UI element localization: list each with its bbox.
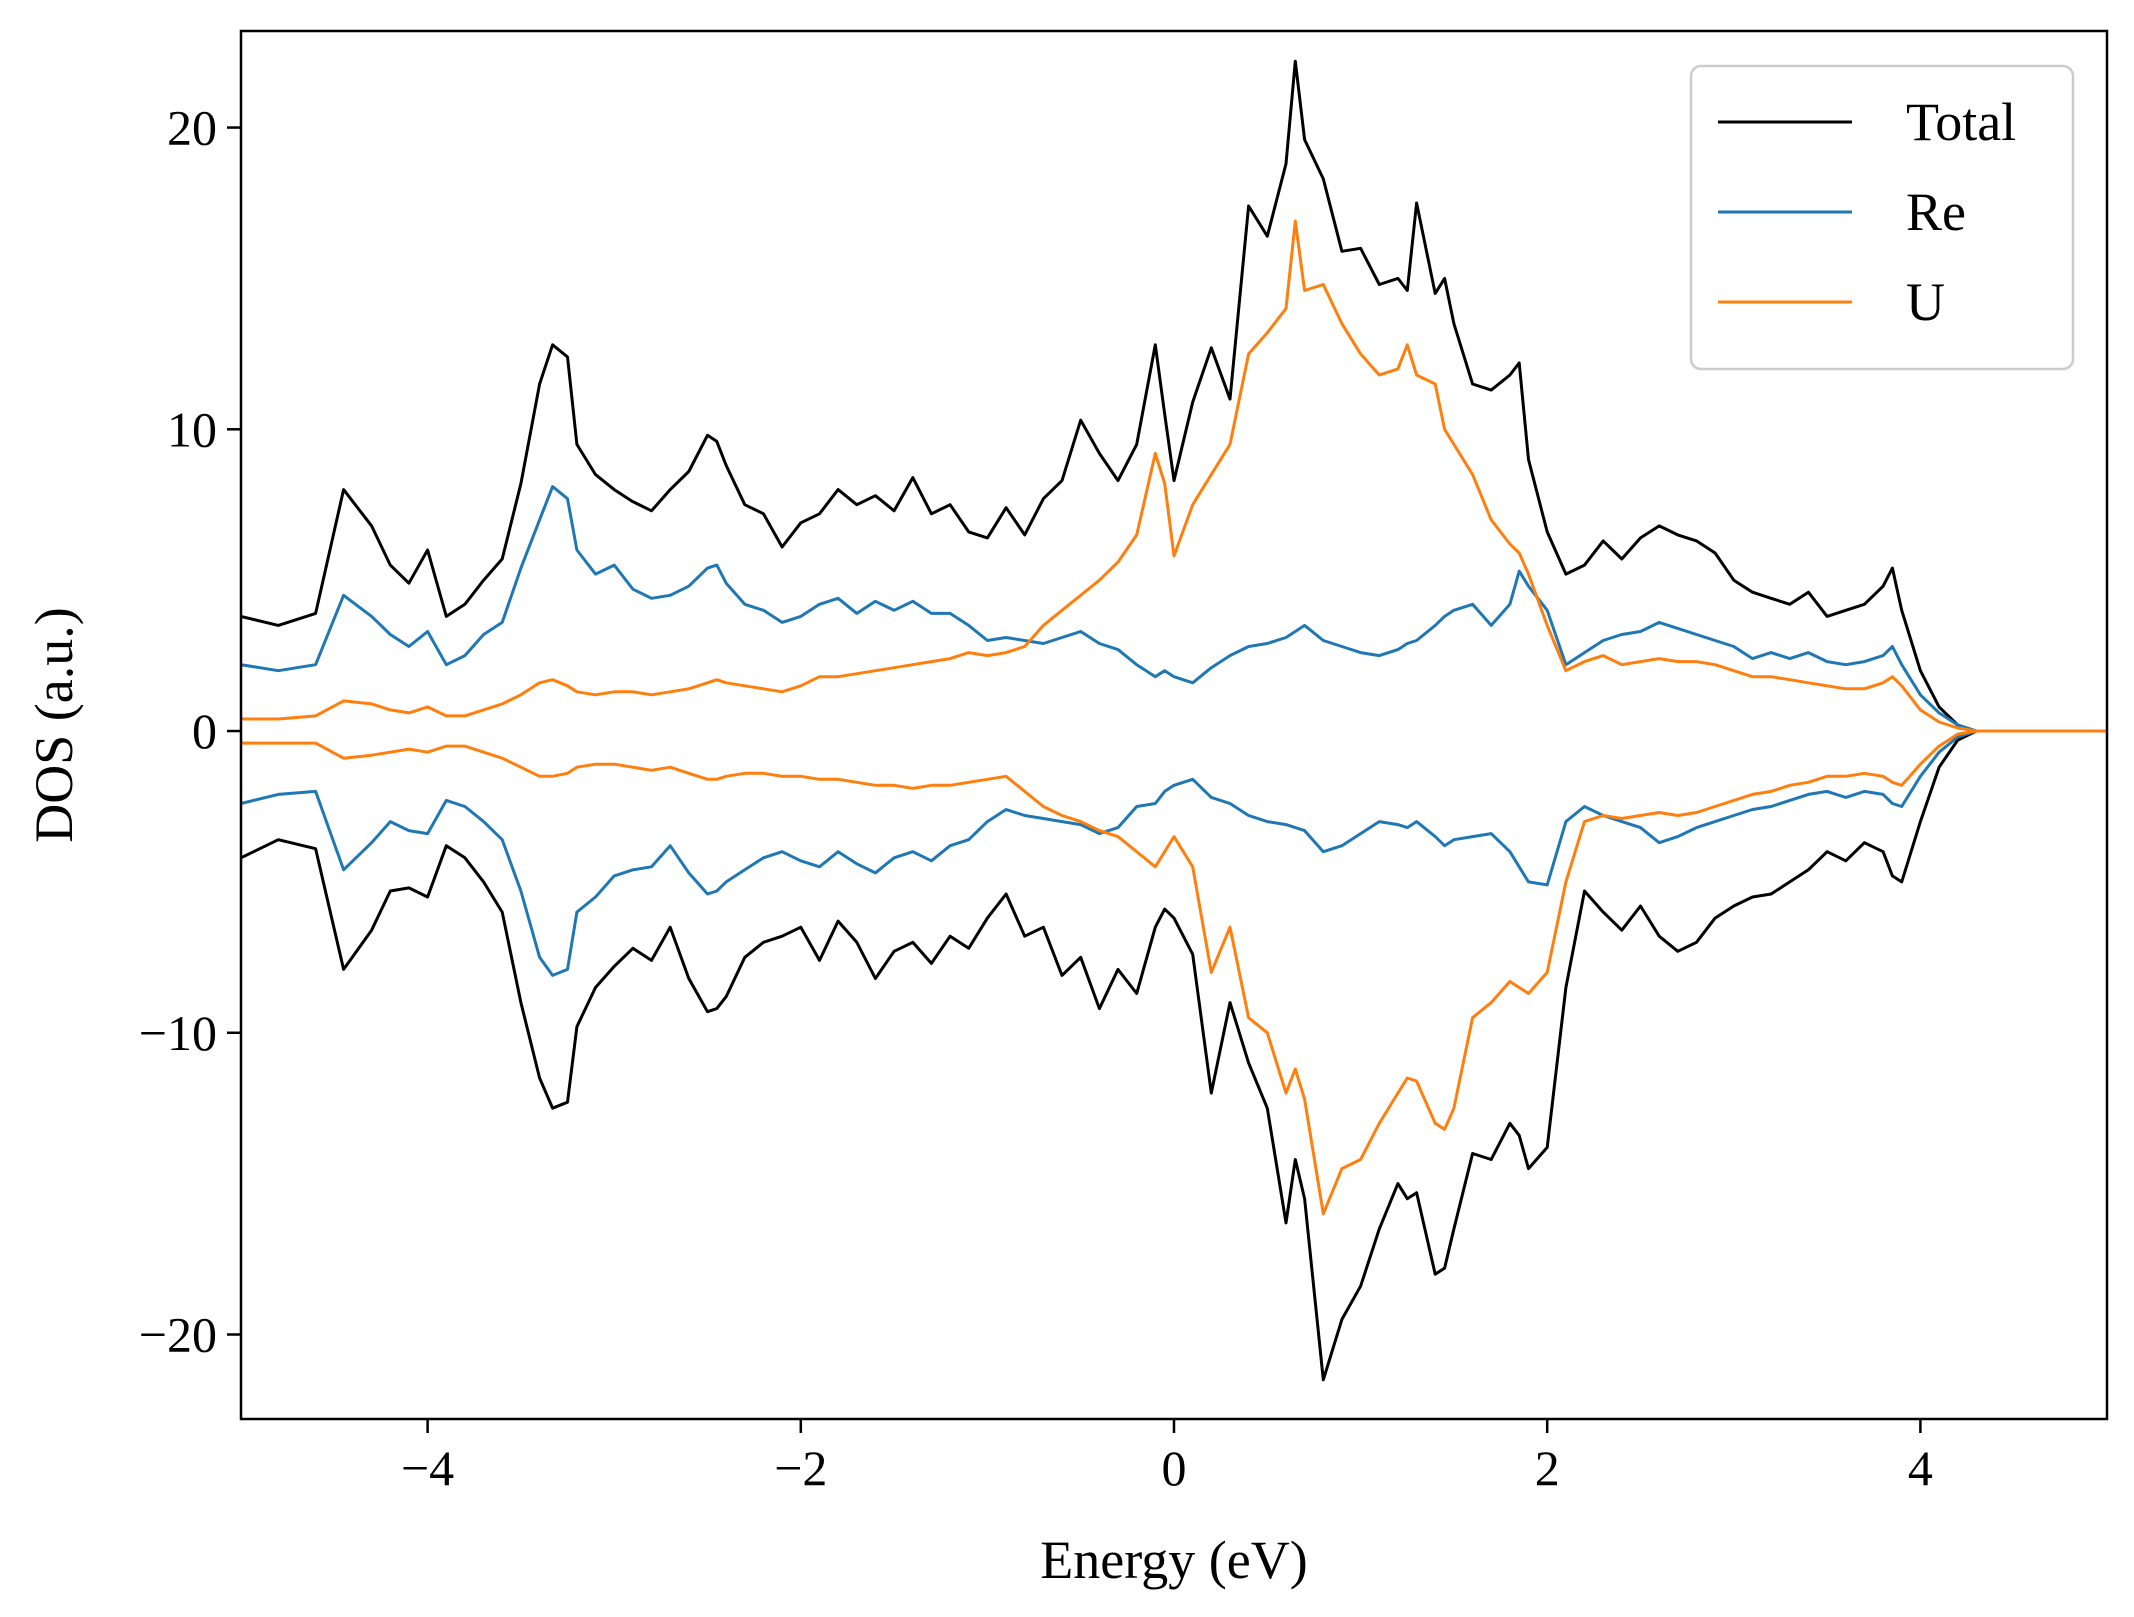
y-tick-label: 0 bbox=[192, 703, 217, 759]
x-tick-label: 0 bbox=[1162, 1440, 1187, 1496]
legend-label-re: Re bbox=[1906, 182, 1966, 242]
series-re-down-line bbox=[241, 729, 2107, 977]
x-tick-label: −4 bbox=[401, 1440, 454, 1496]
legend-label-total: Total bbox=[1906, 92, 2016, 152]
series-re-up-line bbox=[241, 485, 2107, 733]
x-tick-label: −2 bbox=[774, 1440, 827, 1496]
y-tick-label: 10 bbox=[167, 401, 217, 457]
x-tick-label: 4 bbox=[1908, 1440, 1933, 1496]
series-u-up-line bbox=[241, 219, 2107, 733]
series-layer bbox=[241, 59, 2107, 1382]
x-axis: −4 −2 0 2 4 bbox=[401, 1419, 1933, 1496]
legend-label-u: U bbox=[1906, 272, 1945, 332]
series-total-up-line bbox=[241, 59, 2107, 733]
x-axis-label: Energy (eV) bbox=[1040, 1530, 1307, 1590]
legend: Total Re U bbox=[1689, 64, 2075, 371]
y-tick-label: −10 bbox=[139, 1005, 217, 1061]
series-u-down-line bbox=[241, 729, 2107, 1216]
y-axis-label: DOS (a.u.) bbox=[24, 607, 84, 842]
x-tick-label: 2 bbox=[1535, 1440, 1560, 1496]
legend-box bbox=[1689, 64, 2075, 371]
y-axis: −20 −10 0 10 20 bbox=[139, 100, 241, 1363]
series-total-down-line bbox=[241, 729, 2107, 1382]
y-tick-label: 20 bbox=[167, 100, 217, 156]
y-tick-label: −20 bbox=[139, 1307, 217, 1363]
